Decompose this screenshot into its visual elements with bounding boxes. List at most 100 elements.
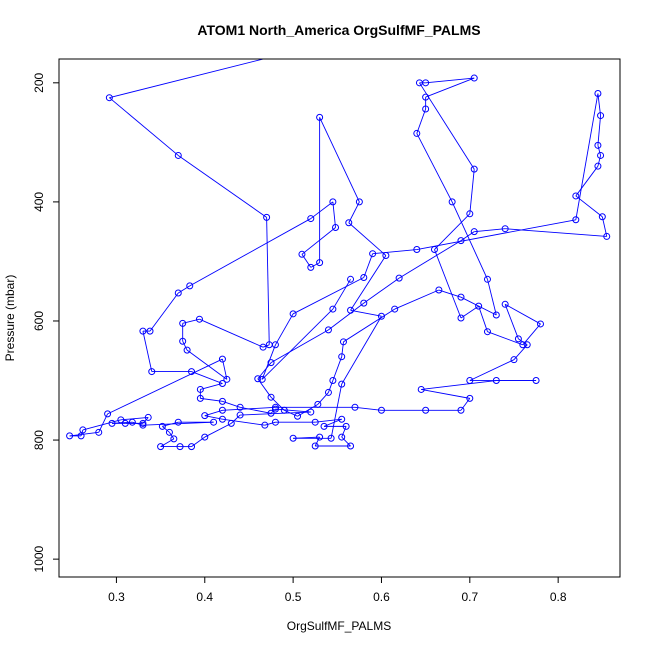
data-point: [435, 286, 443, 294]
series-segment: [341, 436, 351, 447]
series-segment: [348, 201, 360, 223]
data-point: [594, 162, 602, 170]
series-segment: [597, 115, 602, 146]
data-point: [271, 341, 279, 349]
data-point: [148, 368, 156, 376]
data-point: [351, 403, 359, 411]
data-point: [263, 213, 271, 221]
series-segment: [310, 262, 320, 268]
data-point: [117, 416, 125, 424]
series-segment: [189, 218, 312, 287]
data-point: [422, 93, 430, 101]
data-point: [492, 377, 500, 385]
x-axis: 0.3 0.4 0.5 0.6 0.7 0.8: [108, 576, 567, 604]
x-tick-label: 0.8: [550, 590, 567, 604]
data-point: [470, 165, 478, 173]
y-axis-label: Pressure (mbar): [3, 275, 17, 362]
series-segment: [341, 426, 347, 438]
data-point: [413, 129, 421, 137]
data-point: [572, 192, 580, 200]
data-point: [360, 299, 368, 307]
series-segment: [504, 303, 541, 325]
series-segment: [301, 227, 336, 255]
data-point: [329, 377, 337, 385]
data-point: [294, 412, 302, 420]
series-segment: [434, 213, 471, 250]
data-point: [196, 385, 204, 393]
data-point: [316, 113, 324, 121]
x-axis-label: OrgSulfMF_PALMS: [287, 619, 391, 633]
series-segment: [142, 331, 153, 372]
series-segment: [230, 414, 241, 424]
data-point: [311, 418, 319, 426]
y-tick-label: 200: [32, 72, 46, 92]
data-point: [395, 274, 403, 282]
data-point: [492, 311, 500, 319]
x-tick-label: 0.3: [108, 590, 125, 604]
data-point: [457, 237, 465, 245]
data-point: [532, 377, 540, 385]
data-point: [271, 418, 279, 426]
data-point: [128, 418, 136, 426]
series-segment: [522, 323, 541, 346]
series-segment: [142, 421, 214, 426]
series-segment: [319, 117, 360, 203]
data-point: [289, 434, 297, 442]
data-point: [218, 355, 226, 363]
data-point: [188, 368, 196, 376]
data-point: [329, 198, 337, 206]
data-point: [603, 232, 611, 240]
data-point: [347, 306, 355, 314]
series-segment: [597, 93, 602, 116]
data-point: [483, 275, 491, 283]
data-point: [104, 410, 112, 418]
data-point: [536, 320, 544, 328]
series-segment: [460, 305, 479, 319]
data-point: [174, 151, 182, 159]
data-point: [345, 219, 353, 227]
series-segment: [469, 359, 515, 381]
data-point: [466, 210, 474, 218]
data-point: [475, 302, 483, 310]
series-segment: [504, 304, 519, 340]
data-point: [223, 375, 231, 383]
series-segment: [438, 289, 462, 298]
data-point: [413, 246, 421, 254]
data-point: [95, 428, 103, 436]
series-segment: [416, 108, 427, 134]
data-point: [382, 251, 390, 259]
series-segment: [328, 302, 365, 331]
data-point: [314, 400, 322, 408]
series-segment: [264, 421, 276, 426]
data-point: [457, 314, 465, 322]
data-point: [267, 393, 275, 401]
data-point: [523, 341, 531, 349]
series-segment: [460, 296, 497, 316]
data-point: [316, 433, 324, 441]
series-segment: [162, 426, 170, 433]
series-segment: [330, 384, 343, 439]
series-segment: [363, 277, 400, 304]
data-point: [448, 198, 456, 206]
series-segment: [575, 195, 603, 218]
series-segment: [315, 418, 342, 423]
series-segment: [178, 285, 190, 294]
data-point: [470, 228, 478, 236]
data-point: [267, 359, 275, 367]
data-point: [430, 246, 438, 254]
series-segment: [398, 240, 462, 279]
series-segment: [240, 411, 311, 416]
series-segment: [332, 279, 351, 310]
data-point: [598, 213, 606, 221]
plot-area: [58, 58, 621, 578]
data-point: [218, 406, 226, 414]
series-segment: [261, 308, 334, 380]
data-point: [218, 379, 226, 387]
series-segment: [182, 341, 188, 351]
data-point: [422, 79, 430, 87]
data-point: [466, 377, 474, 385]
data-point: [146, 327, 154, 335]
x-tick-label: 0.7: [461, 590, 478, 604]
data-point: [157, 443, 165, 451]
